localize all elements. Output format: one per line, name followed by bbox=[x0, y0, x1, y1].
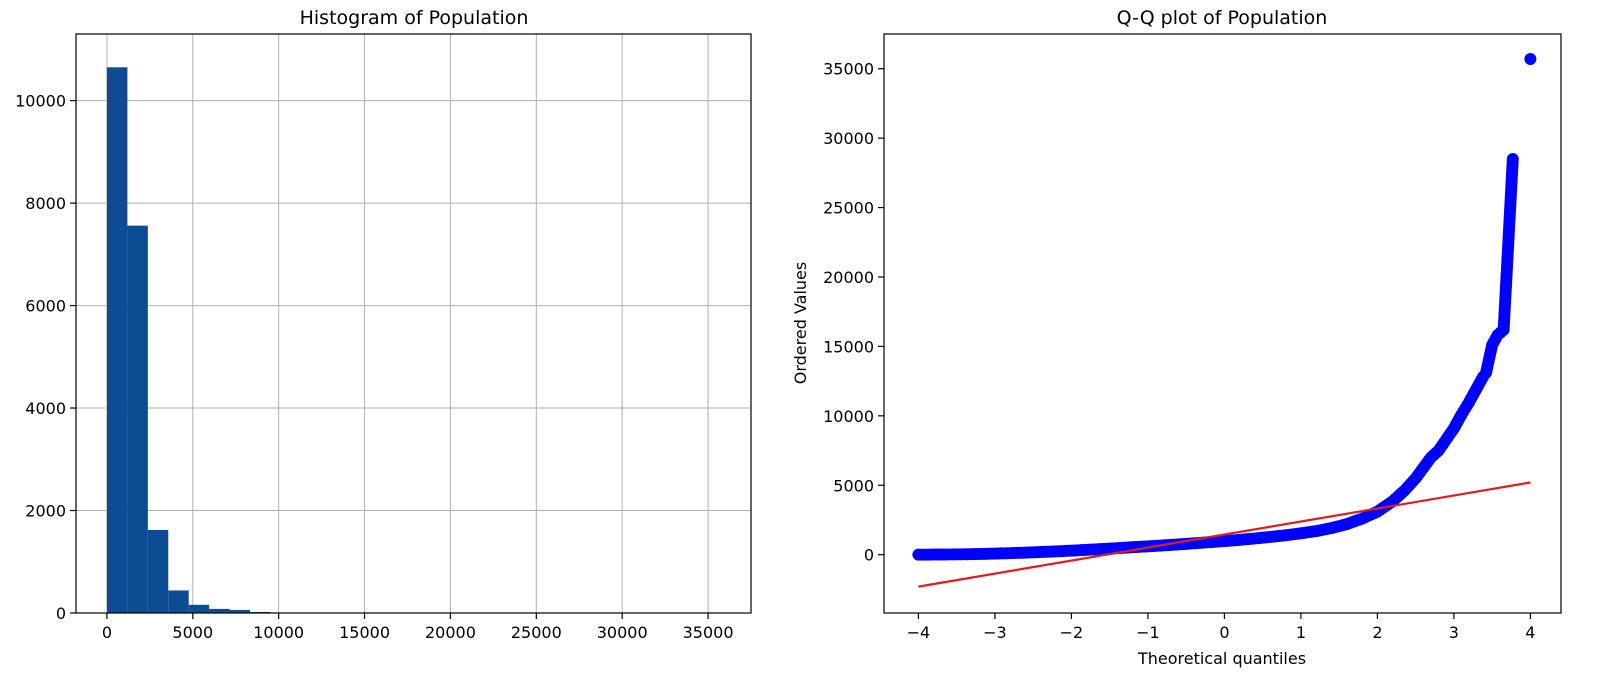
histogram-xtick-label-5: 25000 bbox=[511, 623, 562, 642]
qq-xtick-label-8: 4 bbox=[1525, 623, 1535, 642]
histogram-ytick-label-2: 4000 bbox=[25, 399, 66, 418]
histogram-xtick-label-6: 30000 bbox=[597, 623, 648, 642]
qq-x-axis: −4 −3 −2 −1 0 1 2 3 4 bbox=[907, 613, 1535, 642]
histogram-ytick-label-1: 2000 bbox=[25, 502, 66, 521]
histogram-grid bbox=[76, 34, 751, 614]
qq-xtick-label-5: 1 bbox=[1296, 623, 1306, 642]
qq-point-273 bbox=[1506, 152, 1519, 165]
qq-xtick-label-3: −1 bbox=[1136, 623, 1160, 642]
histogram-xtick-label-3: 15000 bbox=[339, 623, 390, 642]
histogram-xtick-label-0: 0 bbox=[102, 623, 112, 642]
histogram-bar-6 bbox=[229, 609, 251, 613]
histogram-ytick-label-4: 8000 bbox=[25, 194, 66, 213]
histogram-bar-4 bbox=[188, 604, 210, 613]
qq-fit-line bbox=[918, 481, 1531, 588]
histogram-frame bbox=[75, 33, 752, 614]
qq-frame bbox=[883, 33, 1562, 614]
qq-ytick-label-3: 15000 bbox=[823, 337, 874, 356]
histogram-bar-0 bbox=[106, 67, 128, 614]
qq-ytick-label-6: 30000 bbox=[823, 129, 874, 148]
qq-point-274 bbox=[1524, 52, 1537, 65]
qq-ytick-label-5: 25000 bbox=[823, 199, 874, 218]
qq-title: Q-Q plot of Population bbox=[1117, 7, 1328, 29]
qq-xtick-label-0: −4 bbox=[907, 623, 931, 642]
histogram-xtick-label-1: 5000 bbox=[172, 623, 213, 642]
histogram-ytick-label-5: 10000 bbox=[15, 92, 66, 111]
histogram-bar-1 bbox=[127, 225, 148, 614]
histogram-bars bbox=[106, 67, 353, 614]
qq-xtick-label-6: 2 bbox=[1372, 623, 1382, 642]
histogram-bar-5 bbox=[209, 608, 230, 613]
qq-points bbox=[912, 52, 1537, 561]
histogram-ytick-label-0: 0 bbox=[56, 604, 66, 623]
qq-ytick-label-0: 0 bbox=[864, 546, 874, 565]
qq-plot-panel: Q-Q plot of Population −4 −3 −2 −1 0 1 2 3 4 0 50… bbox=[791, 7, 1562, 668]
histogram-y-axis: 0 2000 4000 6000 8000 10000 bbox=[15, 92, 76, 623]
qq-xtick-label-1: −3 bbox=[983, 623, 1007, 642]
qq-y-axis-label: Ordered Values bbox=[791, 262, 810, 384]
qq-y-axis: 0 5000 10000 15000 20000 25000 30000 35000 bbox=[823, 60, 884, 565]
qq-ytick-label-1: 5000 bbox=[833, 476, 874, 495]
histogram-xtick-label-4: 20000 bbox=[425, 623, 476, 642]
histogram-bar-3 bbox=[168, 590, 189, 613]
histogram-xtick-label-7: 35000 bbox=[683, 623, 734, 642]
qq-ytick-label-2: 10000 bbox=[823, 407, 874, 426]
histogram-panel: Histogram of Population 0 5000 10000 15000 2… bbox=[15, 7, 752, 642]
histogram-title: Histogram of Population bbox=[300, 7, 529, 29]
histogram-xtick-label-2: 10000 bbox=[253, 623, 304, 642]
qq-ytick-label-4: 20000 bbox=[823, 268, 874, 287]
qq-reference-line bbox=[918, 481, 1531, 588]
histogram-bar-2 bbox=[147, 529, 169, 613]
qq-x-axis-label: Theoretical quantiles bbox=[1137, 649, 1306, 668]
qq-xtick-label-2: −2 bbox=[1060, 623, 1084, 642]
qq-xtick-label-7: 3 bbox=[1449, 623, 1459, 642]
histogram-x-axis: 0 5000 10000 15000 20000 25000 30000 35000 bbox=[102, 613, 734, 642]
histogram-ytick-label-3: 6000 bbox=[25, 297, 66, 316]
qq-ytick-label-7: 35000 bbox=[823, 60, 874, 79]
qq-xtick-label-4: 0 bbox=[1219, 623, 1229, 642]
